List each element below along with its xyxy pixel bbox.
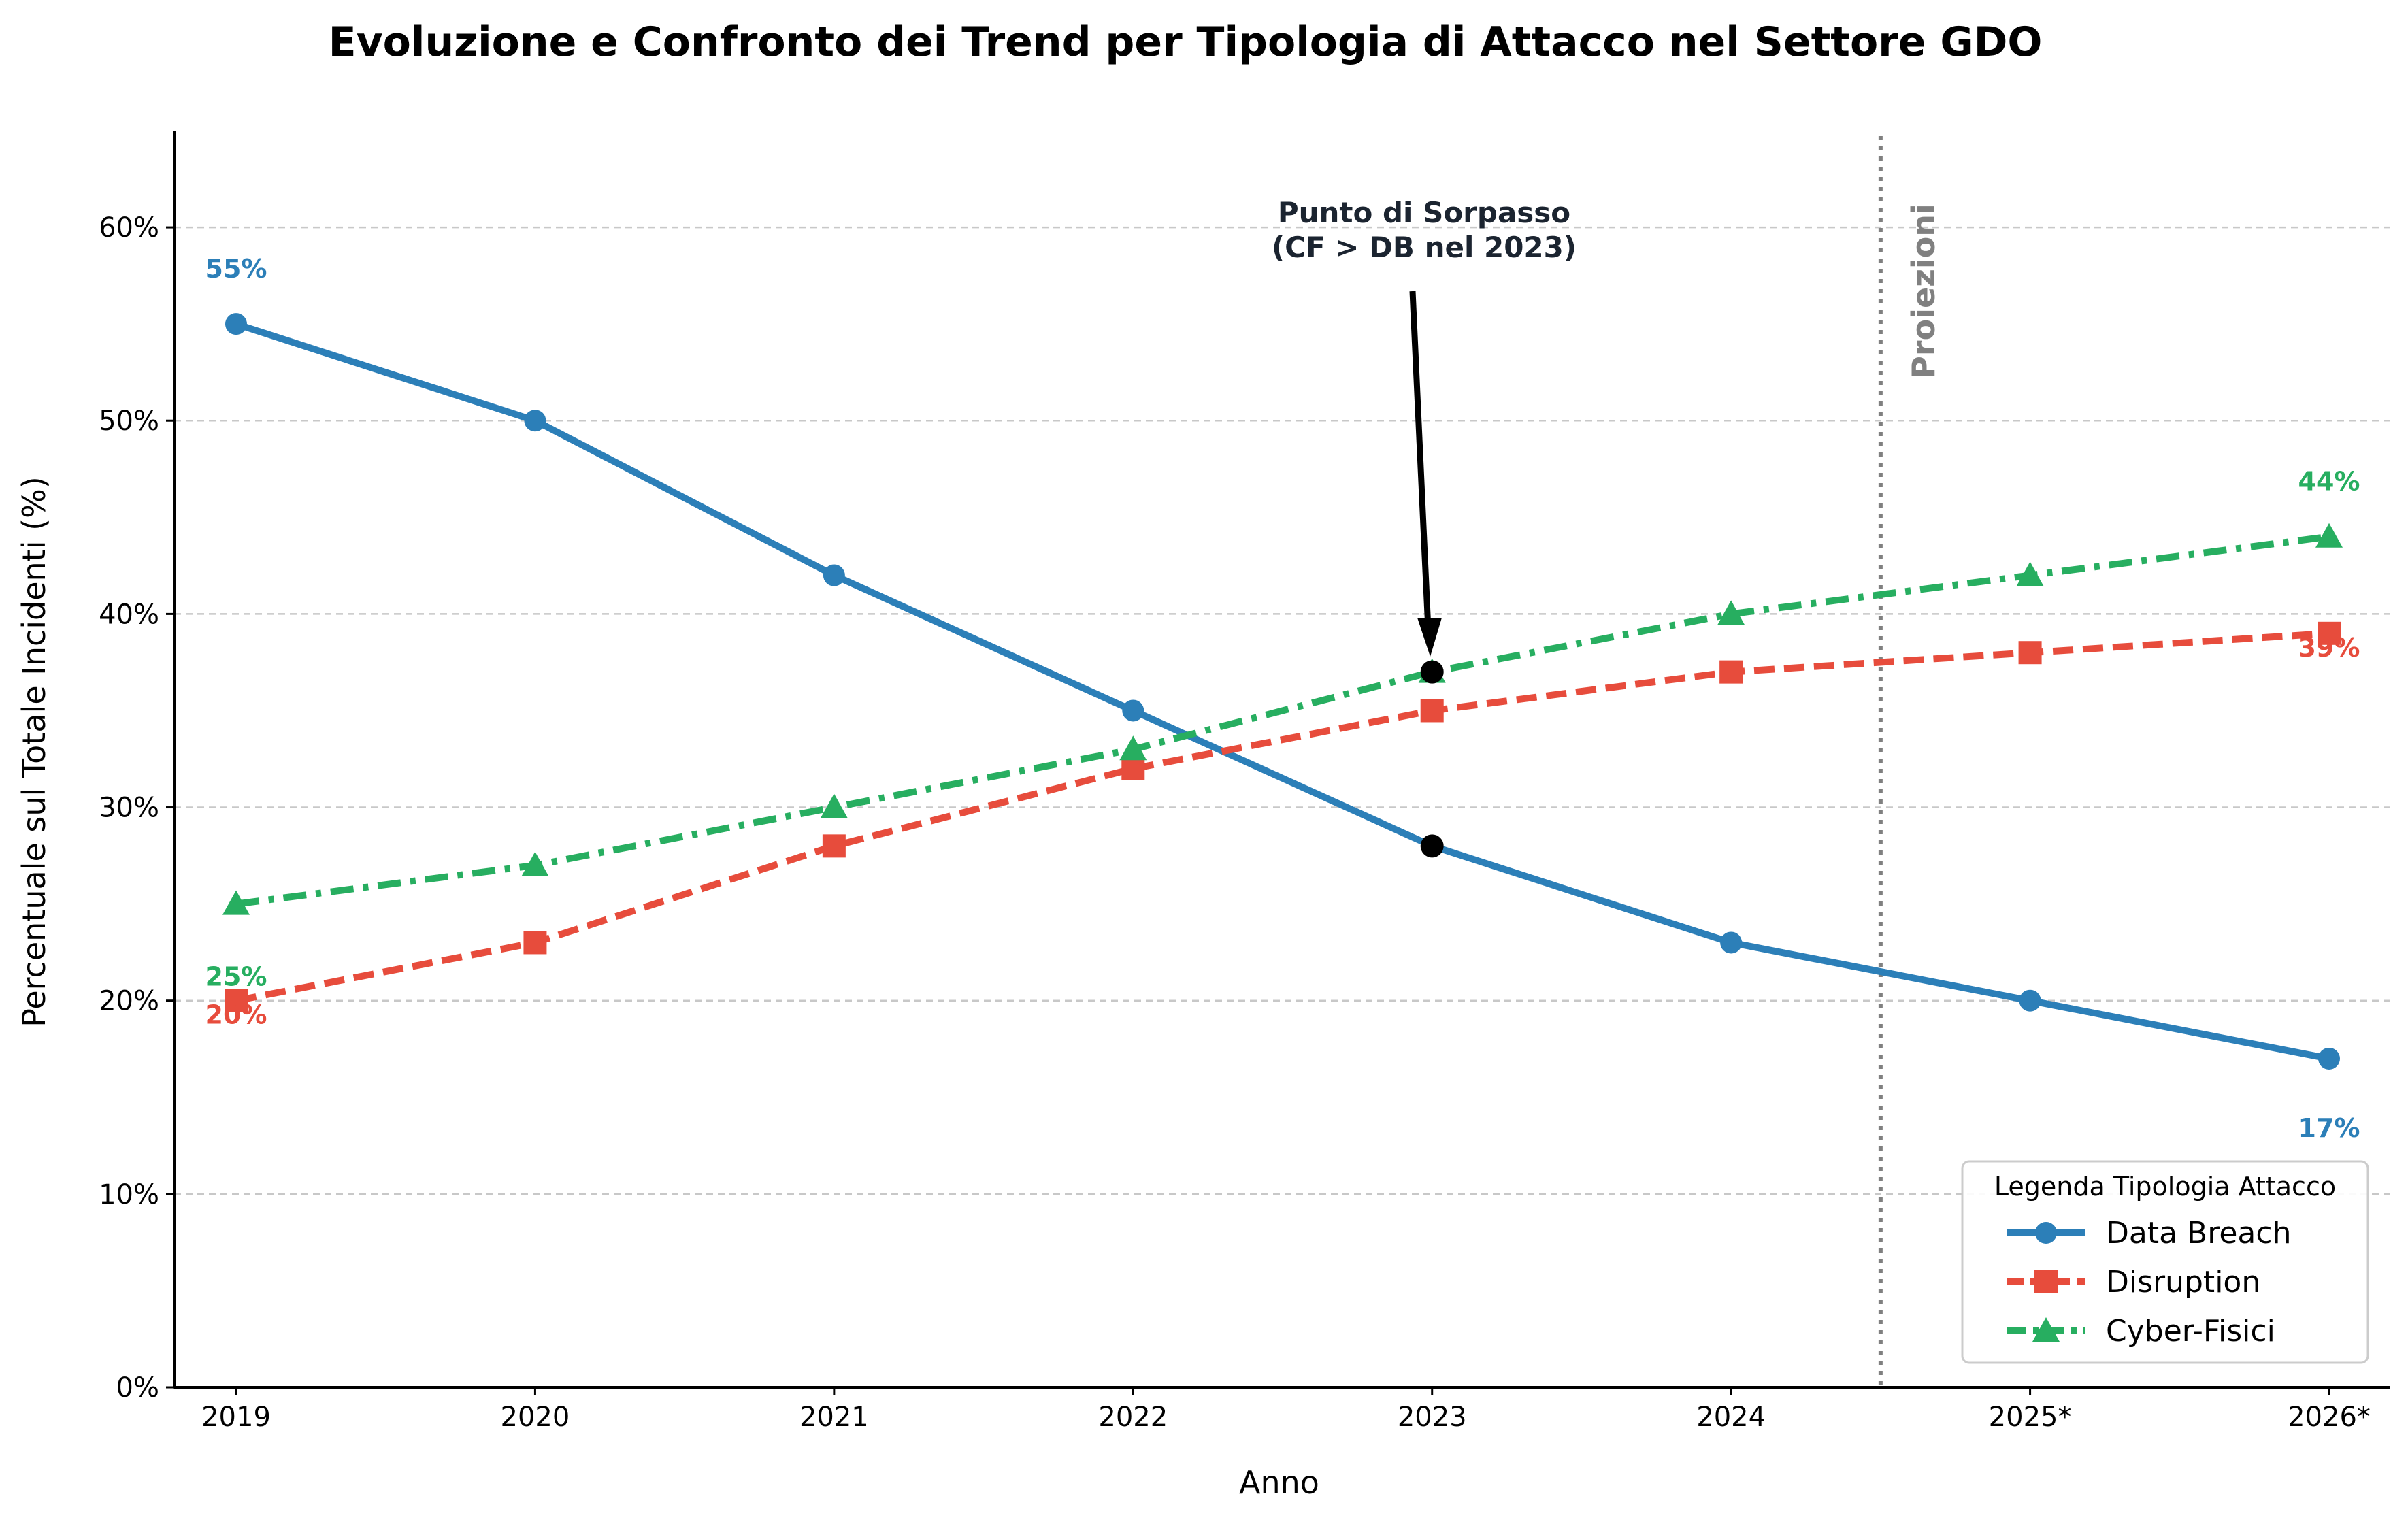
axes: [173, 131, 2390, 1389]
highlight-point-data-breach: [1420, 834, 1444, 858]
annotation-arrow-head: [1417, 618, 1442, 657]
y-tick-label: 0%: [116, 1372, 159, 1404]
point-data-breach-2026*: [2318, 1047, 2341, 1070]
y-tick-label: 40%: [99, 599, 159, 630]
point-disruption-2021: [822, 834, 846, 858]
data-label-disruption-2019: 20%: [205, 1000, 267, 1030]
series-lines: [235, 320, 2330, 1062]
series-line-disruption: [235, 629, 2330, 1004]
series-markers: [222, 313, 2343, 1070]
legend-title: Legenda Tipologia Attacco: [1994, 1172, 2336, 1202]
data-label-data-breach-2026*: 17%: [2298, 1113, 2360, 1143]
point-cyber-fisici-2020: [521, 851, 549, 876]
legend-marker-data-breach: [2035, 1222, 2057, 1244]
point-disruption-2024: [1719, 660, 1743, 684]
point-cyber-fisici-2026*: [2315, 523, 2343, 548]
point-data-breach-2021: [823, 564, 845, 586]
point-disruption-2023: [1420, 699, 1444, 723]
annotation-line-2: (CF > DB nel 2023): [1272, 231, 1577, 264]
highlight-point-cyber-fisici: [1420, 660, 1444, 684]
point-disruption-2026*: [2318, 621, 2341, 645]
y-tick-label: 10%: [99, 1179, 159, 1210]
legend-marker-cyber-fisici: [2032, 1317, 2060, 1342]
point-data-breach-2025*: [2019, 989, 2041, 1012]
point-data-breach-2020: [524, 410, 546, 432]
projection-label: Proiezioni: [1905, 203, 1942, 379]
axis-ticks: 0% 10% 20% 30% 40% 50% 60% 2019 2020 2021 2022 2023…: [99, 212, 2371, 1433]
legend-label-cyber-fisici: Cyber-Fisici: [2106, 1314, 2275, 1349]
chart-title: Evoluzione e Confronto dei Trend per Tip…: [329, 18, 2043, 66]
point-cyber-fisici-2024: [1717, 600, 1745, 625]
annotation-line-1: Punto di Sorpasso: [1278, 196, 1570, 229]
point-disruption-2020: [523, 931, 547, 955]
crossover-annotation: Punto di Sorpasso (CF > DB nel 2023): [1272, 196, 1577, 657]
data-label-cyber-fisici-2026*: 44%: [2298, 467, 2360, 497]
annotation-arrow-shaft: [1409, 291, 1432, 630]
point-disruption-2025*: [2018, 641, 2042, 665]
x-tick-label: 2020: [501, 1402, 570, 1433]
data-label-cyber-fisici-2019: 25%: [205, 962, 267, 992]
x-axis-label: Anno: [1239, 1464, 1319, 1501]
x-tick-label: 2023: [1398, 1402, 1467, 1433]
x-tick-label: 2025*: [1989, 1402, 2072, 1433]
data-label-disruption-2026*: 39%: [2298, 633, 2360, 663]
point-cyber-fisici-2022: [1119, 735, 1147, 761]
legend-label-data-breach: Data Breach: [2106, 1216, 2291, 1251]
y-tick-label: 20%: [99, 986, 159, 1017]
crossover-highlights: [1420, 660, 1444, 858]
y-tick-label: 50%: [99, 406, 159, 437]
legend: Legenda Tipologia Attacco Data Breach Dis…: [1961, 1160, 2369, 1364]
x-tick-label: 2021: [799, 1402, 869, 1433]
y-tick-label: 30%: [99, 793, 159, 824]
x-tick-label: 2024: [1696, 1402, 1766, 1433]
legend-marker-disruption: [2034, 1270, 2058, 1293]
x-tick-label: 2026*: [2288, 1402, 2371, 1433]
point-disruption-2022: [1121, 757, 1145, 780]
legend-label-disruption: Disruption: [2106, 1265, 2260, 1300]
point-disruption-2019: [225, 989, 248, 1012]
point-cyber-fisici-2019: [222, 890, 250, 915]
x-tick-label: 2022: [1098, 1402, 1168, 1433]
point-cyber-fisici-2021: [820, 793, 848, 818]
legend-box: [1961, 1160, 2369, 1364]
series-line-data-breach: [235, 320, 2330, 1062]
point-data-breach-2019: [225, 313, 247, 335]
data-label-data-breach-2019: 55%: [205, 254, 267, 284]
y-axis-label: Percentuale sul Totale Incidenti (%): [16, 476, 52, 1027]
point-data-breach-2022: [1122, 699, 1144, 722]
point-cyber-fisici-2025*: [2016, 561, 2044, 586]
legend-entries: Data Breach Disruption Cyber-Fisici: [2007, 1216, 2291, 1349]
y-tick-label: 60%: [99, 212, 159, 244]
data-labels: 55% 17% 20% 39% 25% 44%: [205, 254, 2360, 1143]
x-tick-label: 2019: [201, 1402, 271, 1433]
series-line-cyber-fisici: [235, 533, 2330, 908]
point-data-breach-2024: [1720, 931, 1743, 954]
